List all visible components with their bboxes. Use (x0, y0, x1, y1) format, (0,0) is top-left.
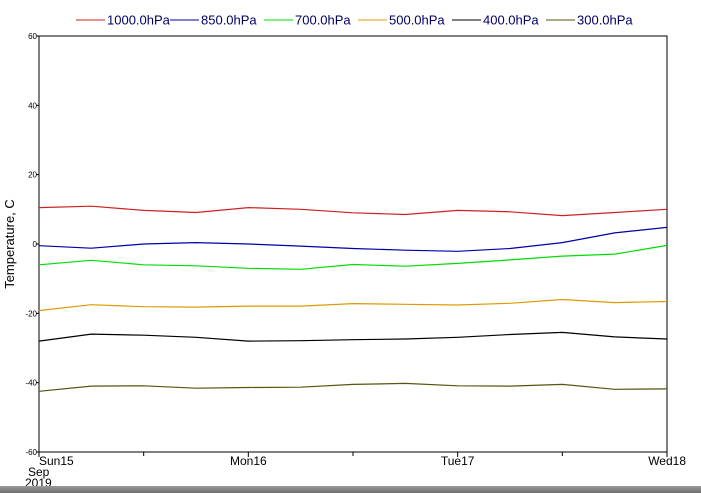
y-axis: 60 40 20 0 -20 -40 -60 (25, 32, 39, 457)
series-lines (38, 205, 668, 392)
plot-frame (38, 35, 668, 453)
y-tick-label: -40 (25, 379, 37, 388)
legend-label: 700.0hPa (295, 13, 351, 28)
y-tick-label: -60 (25, 448, 37, 457)
legend: 1000.0hPa 850.0hPa 700.0hPa 500.0hPa 400.0hP… (76, 13, 633, 28)
x-tick-label: Sun15 (39, 454, 74, 468)
legend-label: 400.0hPa (483, 13, 539, 28)
legend-label: 500.0hPa (389, 13, 445, 28)
x-tick-label: Tue17 (441, 454, 475, 468)
legend-label: 300.0hPa (577, 13, 633, 28)
y-tick-label: 40 (28, 101, 37, 110)
series-line-500-0hpa (38, 298, 668, 312)
y-axis-title: Temperature, C (2, 199, 17, 289)
window-bottom-bar (0, 486, 701, 493)
x-tick-label: Mon16 (230, 454, 267, 468)
x-tick-label: Wed18 (648, 454, 686, 468)
legend-label: 850.0hPa (201, 13, 257, 28)
series-line-1000-0hpa (38, 205, 668, 217)
series-line-700-0hpa (38, 244, 668, 270)
series-line-850-0hpa (38, 226, 668, 252)
y-tick-label: 0 (33, 240, 38, 249)
y-tick-label: 60 (28, 32, 37, 41)
legend-label: 1000.0hPa (107, 13, 171, 28)
series-line-300-0hpa (38, 382, 668, 392)
x-month-label: Sep (28, 465, 50, 479)
series-line-400-0hpa (38, 331, 668, 342)
y-tick-label: 20 (28, 171, 37, 180)
y-tick-label: -20 (25, 309, 37, 318)
